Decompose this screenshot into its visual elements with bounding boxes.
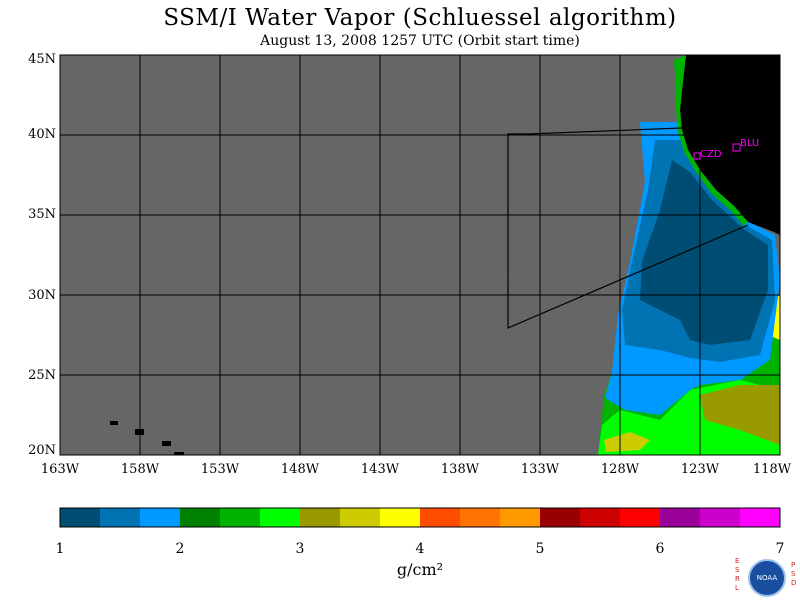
map-subtitle: August 13, 2008 1257 UTC (Orbit start ti… (260, 33, 580, 49)
lat-label-25n: 25N (28, 368, 56, 383)
colorbar-segment (340, 508, 381, 527)
colorbar-segment (740, 508, 781, 527)
colorbar-segment (700, 508, 741, 527)
lat-lon-grid (60, 55, 780, 455)
station-czd-marker (693, 152, 701, 160)
colorbar-segment (220, 508, 261, 527)
station-blu-label: BLU (740, 138, 759, 149)
lon-label-143w: 143W (360, 462, 400, 477)
colorbar-label-4: 4 (415, 541, 425, 557)
lon-label-148w: 148W (280, 462, 320, 477)
lon-label-153w: 153W (200, 462, 240, 477)
vapor-band-yellow-green (604, 432, 650, 452)
logo-right-text: PSD (791, 561, 797, 587)
colorbar-units: g/cm² (396, 560, 444, 579)
land-north-america (680, 55, 780, 235)
vapor-band-olive (700, 385, 780, 445)
colorbar-segment (100, 508, 141, 527)
lon-label-138w: 138W (440, 462, 480, 477)
map-title: SSM/I Water Vapor (Schluessel algorithm) (163, 5, 677, 31)
noaa-esrl-psd-logo: ESRL NOAA PSD (735, 557, 799, 599)
lon-label-163w: 163W (40, 462, 80, 477)
colorbar (60, 508, 781, 527)
lon-label-128w: 128W (600, 462, 640, 477)
colorbar-segment (420, 508, 461, 527)
colorbar-segment (260, 508, 301, 527)
logo-left-text: ESRL (735, 557, 740, 592)
map-frame (59, 54, 781, 456)
colorbar-label-3: 3 (295, 541, 305, 557)
colorbar-segment (580, 508, 621, 527)
noaa-emblem-icon: NOAA (748, 559, 786, 597)
colorbar-segment (140, 508, 181, 527)
lat-label-40n: 40N (28, 127, 56, 142)
coastal-strip (674, 55, 748, 226)
lat-label-30n: 30N (28, 288, 56, 303)
island-kauai (110, 421, 118, 425)
colorbar-segment (460, 508, 501, 527)
colorbar-frame (59, 507, 781, 528)
logo-badge-text: NOAA (756, 574, 778, 582)
colorbar-segment (180, 508, 221, 527)
colorbar-segment (60, 508, 101, 527)
vapor-band-dark-blue (640, 160, 768, 345)
lat-label-35n: 35N (28, 207, 56, 222)
island-maui (162, 441, 171, 446)
station-blu-marker (732, 143, 741, 152)
lon-label-158w: 158W (120, 462, 160, 477)
colorbar-segment (660, 508, 701, 527)
colorbar-segment (300, 508, 341, 527)
lon-label-123w: 123W (680, 462, 720, 477)
colorbar-segment (540, 508, 581, 527)
colorbar-label-5: 5 (535, 541, 545, 557)
colorbar-segment (380, 508, 421, 527)
lat-label-45n: 45N (28, 52, 56, 67)
trajectory-top-line (527, 127, 683, 135)
island-hawaii (174, 452, 184, 455)
trajectory-outline (507, 133, 749, 329)
lon-label-133w: 133W (520, 462, 560, 477)
colorbar-label-7: 7 (775, 541, 785, 557)
colorbar-label-2: 2 (175, 541, 185, 557)
colorbar-segment (500, 508, 541, 527)
lat-label-20n: 20N (28, 443, 56, 458)
colorbar-segment (620, 508, 661, 527)
station-czd-label: CZD (700, 149, 722, 160)
lon-label-118w: 118W (752, 462, 792, 477)
colorbar-label-1: 1 (55, 541, 65, 557)
colorbar-label-6: 6 (655, 541, 665, 557)
